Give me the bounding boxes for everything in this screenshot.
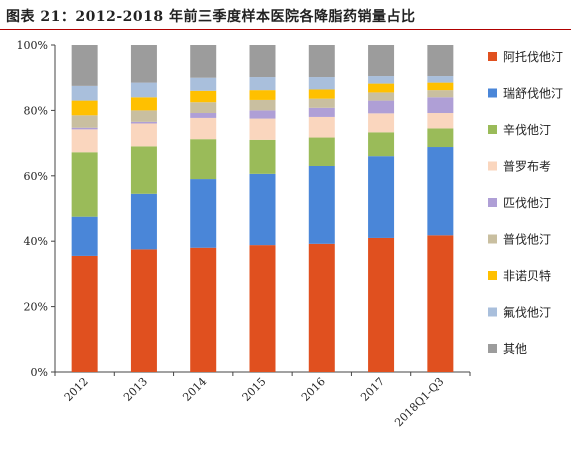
legend-label: 瑞舒伐他汀: [503, 87, 563, 101]
bar-segment: 普罗布考 2018Q1-Q3: 4.7%: [427, 113, 454, 129]
bar-segment: 其他 2014: 10%: [190, 45, 217, 78]
legend-swatch: [488, 271, 497, 280]
x-tick-label: 2013: [121, 375, 150, 404]
bar-segment: 匹伐他汀 2015: 2.5%: [249, 110, 276, 119]
bar-segment: 阿托伐他汀 2017: 41%: [368, 237, 395, 372]
x-tick-label: 2012: [62, 375, 91, 404]
bar-segment: 普罗布考 2017: 5.8%: [368, 113, 395, 133]
bar-segment: 氟伐他汀 2014: 4%: [190, 77, 217, 91]
bar-segment: 辛伐他汀 2016: 8.7%: [308, 137, 335, 166]
bar-segment: 普罗布考 2014: 6.5%: [190, 117, 217, 140]
y-tick-label: 20%: [24, 301, 48, 314]
bar-segment: 非诺贝特 2016: 2.8%: [308, 89, 335, 99]
bar-segment: 普伐他汀 2013: 3.5%: [130, 110, 157, 122]
bar-segment: 普伐他汀 2017: 2.5%: [368, 92, 395, 101]
bar-segment: 普罗布考 2015: 6.5%: [249, 118, 276, 140]
bar-segment: 氟伐他汀 2015: 4%: [249, 77, 276, 91]
bar-segment: 辛伐他汀 2014: 12.2%: [190, 139, 217, 180]
bar-segment: 普伐他汀 2016: 2.8%: [308, 98, 335, 108]
x-tick-label: 2017: [358, 375, 387, 404]
legend-swatch: [488, 198, 497, 207]
bar-segment: 氟伐他汀 2018Q1-Q3: 2%: [427, 76, 454, 83]
bar-segment: 普伐他汀 2012: 3.8%: [71, 115, 98, 128]
y-tick-label: 60%: [24, 170, 48, 183]
bar-segment: 氟伐他汀 2013: 4.5%: [130, 82, 157, 98]
bar-segment: 氟伐他汀 2017: 2.3%: [368, 76, 395, 84]
bar-segment: 非诺贝特 2014: 3.5%: [190, 90, 217, 103]
legend-swatch: [488, 307, 497, 317]
bar-segment: 其他 2013: 11.5%: [130, 45, 157, 83]
legend-swatch: [488, 52, 497, 61]
y-tick-label: 80%: [24, 104, 48, 117]
bar-segment: 氟伐他汀 2012: 4.5%: [71, 85, 98, 101]
x-tick-label: 2016: [299, 375, 328, 404]
bar-segment: 瑞舒伐他汀 2014: 21%: [190, 179, 217, 248]
bar-segment: 瑞舒伐他汀 2016: 23.8%: [308, 165, 335, 244]
bar-segment: 其他 2015: 9.8%: [249, 45, 276, 78]
bar-segment: 普罗布考 2016: 6.3%: [308, 116, 335, 138]
bar-segment: 非诺贝特 2018Q1-Q3: 2.3%: [427, 82, 454, 91]
plot-area: 0%20%40%60%80%100%阿托伐他汀 2012: 35.5%瑞舒伐他汀…: [17, 39, 471, 429]
bar-segment: 普罗布考 2012: 7%: [71, 129, 98, 153]
bar-segment: 辛伐他汀 2013: 14.5%: [130, 146, 157, 194]
bar-segment: 其他 2018Q1-Q3: 9.5%: [427, 45, 454, 77]
bar-segment: 非诺贝特 2015: 3%: [249, 90, 276, 100]
bar-segment: 其他 2012: 12.5%: [71, 45, 98, 86]
bar-segment: 其他 2017: 9.5%: [368, 45, 395, 77]
bar-segment: 匹伐他汀 2018Q1-Q3: 4.8%: [427, 97, 454, 114]
bar-segment: 辛伐他汀 2012: 19.7%: [71, 152, 98, 217]
bar-segment: 瑞舒伐他汀 2013: 17%: [130, 193, 157, 250]
bar-segment: 匹伐他汀 2016: 2.8%: [308, 107, 335, 117]
legend-label: 氟伐他汀: [503, 306, 551, 320]
legend-label: 普伐他汀: [503, 233, 551, 247]
bar-segment: 阿托伐他汀 2014: 38%: [190, 247, 217, 372]
legend-label: 其他: [503, 342, 527, 356]
x-tick-label: 2014: [180, 375, 209, 404]
bar-segment: 普罗布考 2013: 7%: [130, 123, 157, 147]
legend-swatch: [488, 344, 497, 353]
legend-label: 辛伐他汀: [503, 123, 551, 137]
legend-swatch: [488, 234, 497, 244]
bar-segment: 其他 2016: 9.8%: [308, 45, 335, 78]
legend-label: 非诺贝特: [503, 268, 551, 283]
bar-segment: 非诺贝特 2017: 2.7%: [368, 83, 395, 93]
legend-swatch: [488, 88, 497, 98]
legend-label: 匹伐他汀: [503, 196, 551, 210]
bar-segment: 辛伐他汀 2015: 10.4%: [249, 139, 276, 174]
bar-segment: 匹伐他汀 2012: 0.5%: [71, 127, 98, 130]
bar-segment: 瑞舒伐他汀 2017: 25%: [368, 156, 395, 238]
bar-segment: 匹伐他汀 2014: 1.5%: [190, 113, 217, 118]
bar-segment: 阿托伐他汀 2016: 39.2%: [308, 243, 335, 372]
y-tick-label: 40%: [24, 235, 48, 248]
bar-segment: 阿托伐他汀 2013: 37.5%: [130, 249, 157, 372]
bar-segment: 氟伐他汀 2016: 3.8%: [308, 77, 335, 90]
legend-label: 阿托伐他汀: [503, 50, 563, 64]
bar-segment: 普伐他汀 2018Q1-Q3: 2.2%: [427, 90, 454, 98]
bar-segment: 阿托伐他汀 2012: 35.5%: [71, 255, 98, 372]
chart-title: 图表 21：2012-2018 年前三季度样本医院各降脂药销量占比: [6, 9, 416, 25]
bar-segment: 匹伐他汀 2017: 3.9%: [368, 100, 395, 114]
x-tick-label: 2018Q1-Q3: [392, 375, 446, 429]
legend-swatch: [488, 125, 497, 134]
bar-segment: 阿托伐他汀 2018Q1-Q3: 41.8%: [427, 235, 454, 372]
bar-segment: 辛伐他汀 2018Q1-Q3: 5.7%: [427, 128, 454, 148]
bar-segment: 非诺贝特 2013: 4%: [130, 97, 157, 111]
bar-segment: 阿托伐他汀 2015: 38.8%: [249, 245, 276, 372]
bar-segment: 普伐他汀 2015: 3.2%: [249, 99, 276, 111]
bar-segment: 瑞舒伐他汀 2018Q1-Q3: 27%: [427, 147, 454, 236]
y-tick-label: 100%: [17, 39, 48, 52]
bar-segment: 瑞舒伐他汀 2012: 12%: [71, 216, 98, 256]
bar-segment: 非诺贝特 2012: 4.5%: [71, 100, 98, 116]
y-tick-label: 0%: [31, 366, 48, 379]
title-divider: [0, 29, 571, 30]
bar-segment: 普伐他汀 2014: 3.3%: [190, 102, 217, 114]
bar-segment: 匹伐他汀 2013: 0.5%: [130, 121, 157, 124]
x-tick-label: 2015: [240, 375, 269, 404]
legend-swatch: [488, 161, 497, 171]
bar-segment: 瑞舒伐他汀 2015: 21.8%: [249, 173, 276, 246]
bar-segment: 辛伐他汀 2017: 7.3%: [368, 132, 395, 157]
legend-label: 普罗布考: [503, 160, 551, 174]
